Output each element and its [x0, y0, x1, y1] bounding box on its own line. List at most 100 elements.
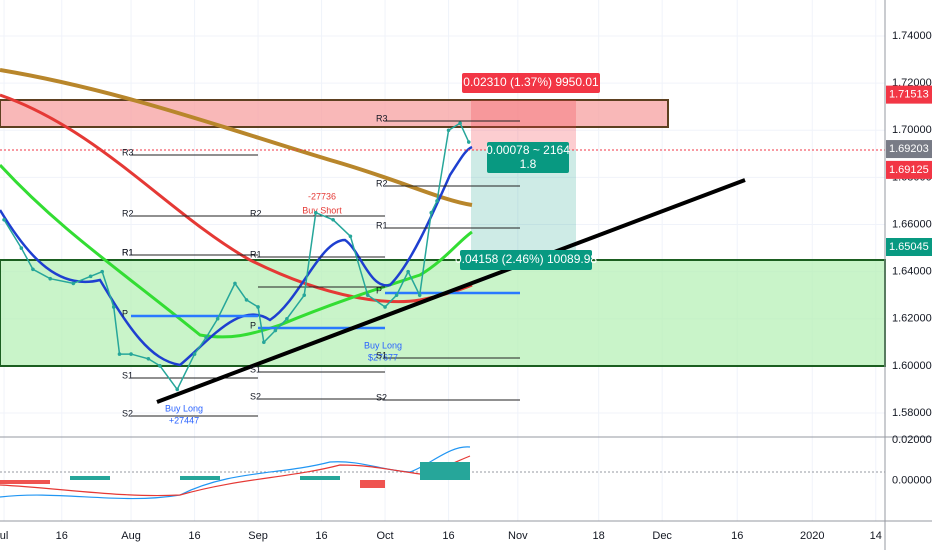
price-point — [348, 234, 353, 239]
y-tick-label: 1.62000 — [892, 313, 932, 325]
short-label: Buy Short — [302, 205, 342, 215]
price-point — [204, 335, 208, 340]
price-point — [117, 352, 122, 356]
target-text: 0.02310 (1.37%) 9950.01 — [463, 75, 599, 89]
price-tag-label: 1.71513 — [889, 89, 929, 101]
price-point — [31, 267, 35, 272]
x-tick-label: ul — [0, 530, 8, 542]
pivot-label: P — [250, 320, 256, 330]
y-tick-label: 1.58000 — [892, 407, 932, 419]
pivot-label: R1 — [122, 247, 134, 257]
price-point — [192, 352, 197, 356]
demand-zone — [0, 259, 886, 367]
position-target-zone — [471, 100, 576, 150]
long2-label: Buy Long — [364, 340, 402, 350]
price-point — [146, 356, 151, 361]
x-tick-label: 16 — [315, 530, 327, 542]
price-point — [285, 316, 289, 321]
x-tick-label: Oct — [376, 530, 393, 542]
pivot-label: S2 — [122, 408, 133, 418]
x-tick-label: 2020 — [800, 530, 824, 542]
ma-200 — [0, 68, 473, 207]
price-point — [458, 121, 462, 126]
price-point — [406, 269, 410, 274]
x-tick-label: 14 — [870, 530, 882, 542]
pivot-lines — [131, 120, 520, 417]
trendline — [156, 178, 746, 404]
price-point — [71, 281, 76, 286]
price-point — [365, 293, 370, 297]
x-tick-label: 16 — [188, 530, 200, 542]
pivot-label: R1 — [376, 220, 388, 230]
price-point — [215, 316, 220, 321]
pivot-label: R3 — [122, 147, 134, 157]
x-tick-label: 16 — [442, 530, 454, 542]
short-size: -27736 — [308, 191, 336, 201]
x-tick-label: 16 — [56, 530, 68, 542]
price-point — [100, 269, 104, 274]
x-tick-label: Sep — [248, 530, 268, 542]
indicator-tick-label: 0.00000 — [892, 474, 932, 486]
price-point — [383, 305, 387, 309]
price-point — [466, 140, 471, 144]
price-point — [48, 276, 53, 281]
long1-label: Buy Long — [165, 403, 203, 413]
price-tag — [886, 140, 932, 159]
y-tick-label: 1.74000 — [892, 30, 932, 42]
price-point — [262, 340, 266, 345]
target-tag — [462, 73, 600, 93]
price-tag — [886, 85, 932, 104]
y-tick-label: 1.66000 — [892, 218, 932, 230]
x-tick-label: Dec — [652, 530, 672, 542]
price-point — [233, 281, 237, 286]
price-point — [302, 293, 307, 297]
price-point — [394, 293, 399, 297]
pivot-label: R3 — [376, 113, 388, 123]
pivot-label: R1 — [122, 247, 134, 257]
price-point — [175, 387, 180, 392]
price-point — [88, 274, 93, 279]
pivot-label: S1 — [250, 364, 261, 374]
price-tag-label: 1.69203 — [889, 143, 929, 155]
pivot-label: R2 — [376, 178, 388, 188]
x-tick-label: 16 — [731, 530, 743, 542]
x-tick-label: Nov — [508, 530, 528, 542]
ratio-text: 0.00078 ~ 2164 — [486, 143, 570, 157]
pivot-label: S1 — [122, 370, 133, 380]
price-tag-label: 1.65045 — [889, 241, 929, 253]
x-tick-label: Aug — [121, 530, 141, 542]
pivot-label: S1 — [376, 350, 387, 360]
stop-text: 0.04158 (2.46%) 10089.98 — [455, 252, 597, 266]
long2-size: $27677 — [368, 352, 398, 362]
price-point — [331, 217, 335, 222]
ma-20 — [0, 145, 473, 367]
y-tick-label: 1.70000 — [892, 124, 932, 136]
pivot-label: P — [122, 308, 128, 318]
pivot-label: S2 — [376, 392, 387, 402]
x-tick-label: 18 — [593, 530, 605, 542]
price-point — [111, 305, 116, 309]
stop-tag — [460, 250, 592, 270]
price-point — [19, 246, 24, 250]
histogram-neg — [0, 480, 385, 488]
price-point — [429, 210, 434, 215]
pivot-label: P — [376, 285, 382, 295]
indicator-tick-label: 0.02000 — [892, 434, 932, 446]
supply-zone — [0, 99, 669, 128]
y-tick-label: 1.64000 — [892, 266, 932, 278]
price-tag — [886, 238, 932, 257]
macd-line — [0, 446, 471, 500]
price-point — [158, 364, 162, 368]
ratio-value: 1.8 — [520, 157, 537, 171]
price-point — [2, 217, 6, 222]
y-tick-label: 1.60000 — [892, 360, 932, 372]
pivot-label: S2 — [250, 391, 261, 401]
price-point — [244, 298, 249, 302]
price-line — [3, 122, 470, 391]
price-tag — [886, 160, 932, 179]
price-point — [273, 328, 278, 333]
price-point — [446, 128, 451, 133]
pivot-label: R2 — [122, 208, 134, 218]
price-tag-label: 1.69125 — [889, 164, 929, 176]
